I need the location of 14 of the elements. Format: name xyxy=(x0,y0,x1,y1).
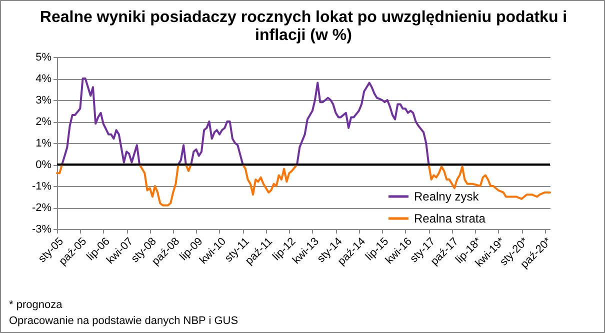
y-tick-label: -3% xyxy=(32,224,52,236)
legend-label: Realny zysk xyxy=(414,190,480,204)
text: * prognoza xyxy=(9,298,64,313)
y-tick-label: -2% xyxy=(32,202,52,214)
y-tick-label: 1% xyxy=(36,138,52,150)
y-tick-label: 2% xyxy=(36,116,52,128)
y-tick-label: 0% xyxy=(36,159,52,171)
chart-title: Realne wyniki posiadaczy rocznych lokat po uwzględnieniu podatku i inflacji (w %) xyxy=(40,9,568,44)
y-tick-label: 5% xyxy=(36,52,52,64)
y-tick-label: -1% xyxy=(32,180,52,192)
text: Opracowanie na podstawie danych NBP i GUS xyxy=(9,314,238,329)
legend-label: Realna strata xyxy=(414,212,486,226)
y-tick-label: 3% xyxy=(36,94,52,106)
y-tick-label: 4% xyxy=(36,73,52,85)
